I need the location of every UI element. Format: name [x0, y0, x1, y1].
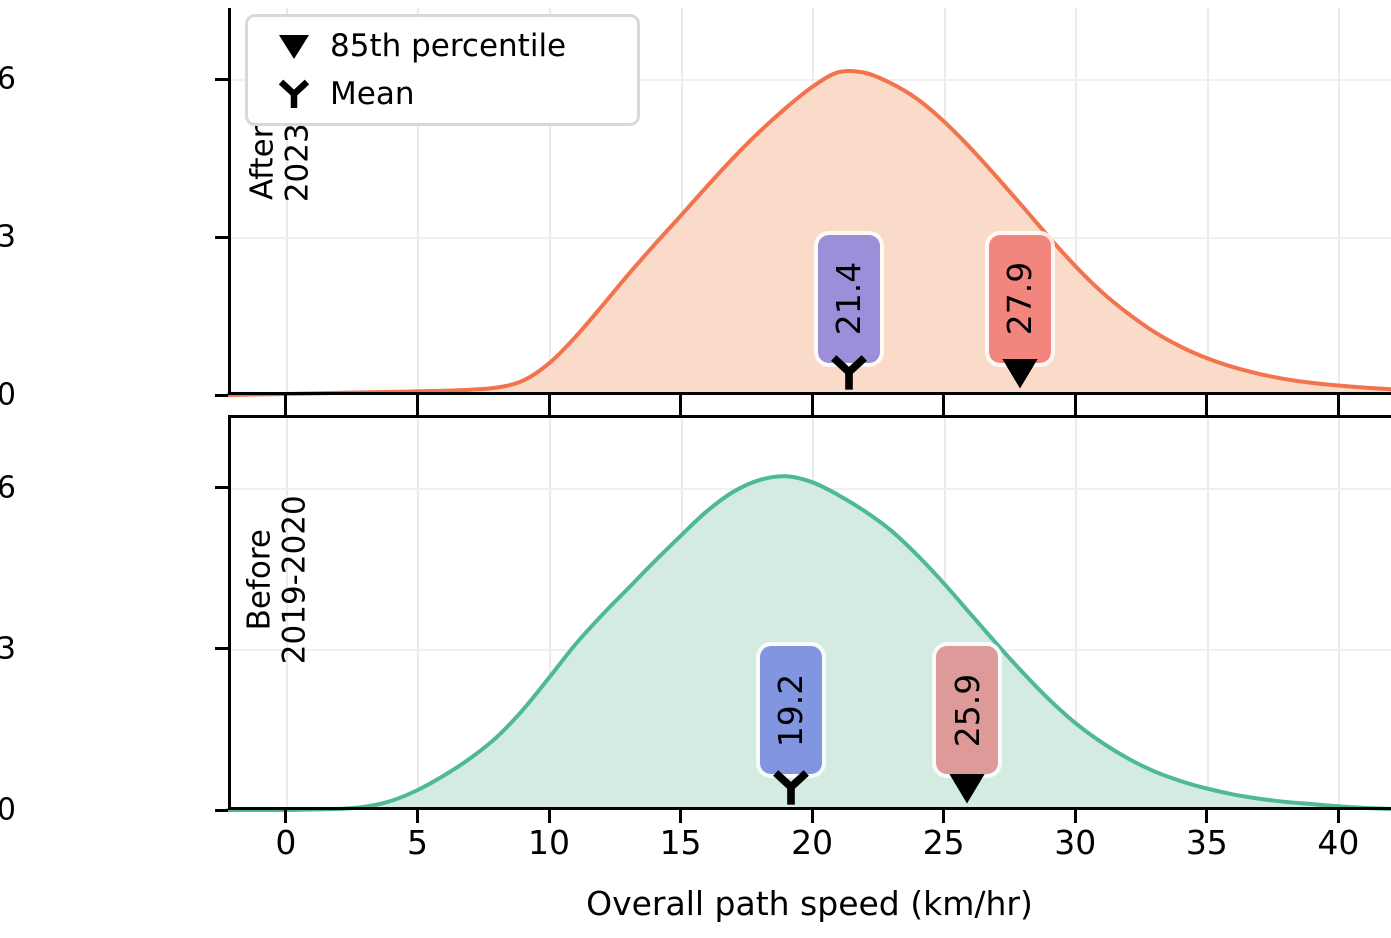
annotation-p85-value: 25.9 — [947, 673, 987, 748]
density-curve-after-2023 — [226, 68, 1391, 397]
x-axis-spine-top — [228, 392, 1391, 395]
x-axis-tick-label: 25 — [922, 823, 965, 862]
y-axis-tick — [215, 393, 228, 397]
x-axis-tick — [284, 395, 288, 408]
gridline-vertical — [549, 8, 551, 395]
down-triangle-icon — [258, 31, 330, 61]
y-axis-tick — [215, 486, 228, 490]
gridline-vertical — [1075, 415, 1078, 810]
x-axis-tick — [810, 810, 814, 823]
down-triangle-icon — [947, 767, 987, 807]
x-axis-tick — [1205, 402, 1209, 415]
x-axis-tick — [1205, 810, 1209, 823]
x-axis-tick-label: 0 — [275, 823, 297, 862]
y-axis-tick — [215, 808, 228, 812]
x-axis-tick-label: 5 — [406, 823, 428, 862]
y-axis-tick-label: 0.06 — [0, 61, 16, 97]
x-axis-tick — [810, 395, 814, 408]
density-curve-before-2019-2020 — [226, 474, 1391, 813]
x-axis-tick — [284, 402, 288, 415]
x-axis-tick — [415, 402, 419, 415]
gridline-vertical — [1338, 415, 1341, 810]
y-tri-icon — [771, 767, 811, 807]
x-axis-tick — [1336, 395, 1340, 408]
gridline-vertical — [285, 415, 288, 810]
annotation-p85-value: 27.9 — [1000, 261, 1040, 336]
y-tri-icon — [829, 352, 869, 392]
gridline-vertical — [1075, 8, 1078, 395]
y-axis-tick-label: 0.03 — [0, 219, 16, 255]
x-axis-tick — [942, 810, 946, 823]
panel-before-2019-2020: 0.00 0.03 0.06 19.2 25.9 Before 2019-2020 — [0, 402, 1391, 828]
x-axis-tick-label: 10 — [528, 823, 570, 862]
annotation-mean-box: 19.2 — [760, 646, 823, 775]
x-axis-spine-bottom — [228, 807, 1391, 810]
density-line — [226, 68, 1391, 397]
x-axis-tick — [1336, 402, 1340, 415]
gridline-vertical — [549, 415, 551, 810]
x-axis-title: Overall path speed (km/hr) — [586, 884, 1033, 923]
gridline-vertical — [417, 8, 420, 395]
density-fill — [228, 70, 1391, 396]
x-axis-tick-label: 40 — [1317, 823, 1360, 862]
top-spine-bottom-panel — [228, 415, 1391, 418]
y-axis-tick — [215, 235, 228, 239]
gridline-vertical — [417, 415, 420, 810]
gridline-vertical — [680, 8, 683, 395]
x-axis-tick-label: 15 — [659, 823, 702, 862]
y-axis-tick-label: 0.00 — [0, 377, 16, 413]
density-fill — [228, 476, 1391, 811]
gridline-vertical — [1206, 8, 1209, 395]
y-axis-tick — [215, 647, 228, 651]
y-axis-spine-top — [228, 8, 231, 395]
gridline-vertical — [285, 8, 288, 395]
legend-item-mean: Mean — [258, 72, 627, 116]
x-axis-tick — [547, 810, 551, 823]
x-axis-tick — [679, 810, 683, 823]
y-axis-tick — [215, 77, 228, 81]
y-axis-tick-label: 0.03 — [0, 631, 16, 667]
annotation-mean-value: 19.2 — [771, 673, 811, 748]
x-axis-tick — [1336, 810, 1340, 823]
x-axis-tick — [547, 402, 551, 415]
y-tri-icon — [258, 77, 330, 111]
x-axis-tick — [415, 395, 419, 408]
x-axis-tick — [415, 810, 419, 823]
x-axis-tick — [942, 395, 946, 408]
y-axis-label-before-2019-2020: Before 2019-2020 — [241, 495, 312, 665]
x-axis-tick-label: 35 — [1185, 823, 1228, 862]
down-triangle-icon — [1000, 352, 1040, 392]
gridline-horizontal — [228, 79, 1391, 82]
gridline-vertical — [1206, 415, 1209, 810]
x-axis-tick — [679, 402, 683, 415]
x-axis-tick — [1073, 810, 1077, 823]
legend-item-p85: 85th percentile — [258, 24, 627, 68]
annotation-p85-box: 25.9 — [936, 646, 999, 775]
x-axis-tick-label: 20 — [791, 823, 834, 862]
annotation-mean-box: 21.4 — [817, 234, 880, 363]
x-axis-tick-label: 30 — [1054, 823, 1097, 862]
x-axis-tick — [547, 395, 551, 408]
y-axis-tick-label: 0.06 — [0, 470, 16, 506]
x-axis-tick — [942, 402, 946, 415]
x-axis-tick — [1205, 395, 1209, 408]
density-line — [226, 474, 1391, 813]
annotation-p85-box: 27.9 — [988, 234, 1051, 363]
legend: 85th percentile Mean — [245, 14, 640, 126]
x-axis-tick — [810, 402, 814, 415]
x-axis-tick — [284, 810, 288, 823]
gridline-vertical — [1338, 8, 1341, 395]
y-axis-tick-label: 0.00 — [0, 792, 16, 828]
y-axis-spine-bottom — [228, 415, 231, 810]
x-axis-tick — [679, 395, 683, 408]
x-axis-tick — [1073, 402, 1077, 415]
x-axis-tick — [1073, 395, 1077, 408]
legend-label-p85: 85th percentile — [330, 28, 567, 64]
legend-label-mean: Mean — [330, 76, 415, 112]
annotation-mean-value: 21.4 — [829, 261, 869, 336]
